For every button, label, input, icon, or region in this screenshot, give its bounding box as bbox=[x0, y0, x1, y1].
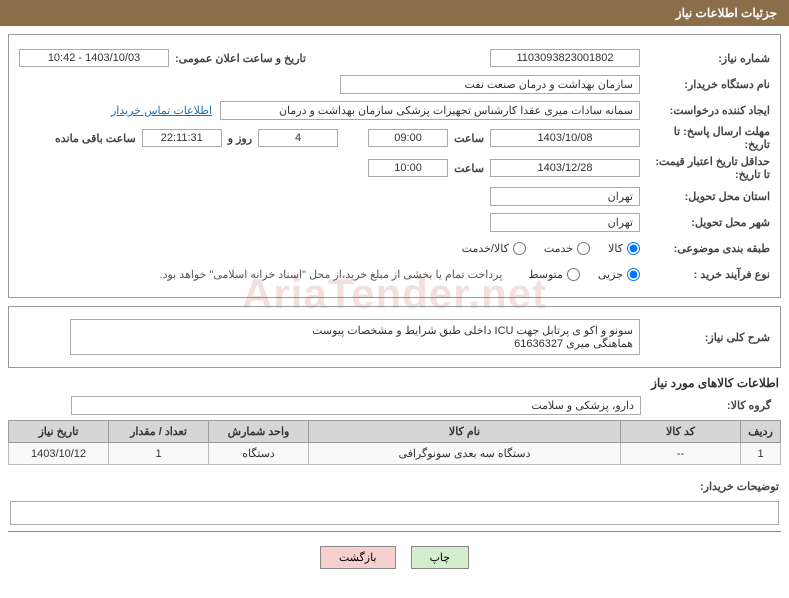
price-date-value: 1403/12/28 bbox=[490, 159, 640, 177]
buyer-org-value: سازمان بهداشت و درمان صنعت نفت bbox=[340, 75, 640, 94]
print-button[interactable]: چاپ bbox=[411, 546, 470, 569]
requester-value: سمانه سادات میری عقدا کارشناس تجهیزات پز… bbox=[220, 101, 640, 120]
announce-label: تاریخ و ساعت اعلان عمومی: bbox=[169, 52, 312, 65]
hour-label-1: ساعت bbox=[448, 132, 490, 145]
table-body: 1--دستگاه سه بعدی سونوگرافیدستگاه11403/1… bbox=[9, 443, 781, 465]
city-label: شهر محل تحویل: bbox=[640, 216, 770, 229]
radio-both[interactable]: کالا/خدمت bbox=[462, 242, 526, 255]
price-validity-label: حداقل تاریخ اعتبار قیمت: تا تاریخ: bbox=[640, 155, 770, 181]
table-header-cell: واحد شمارش bbox=[209, 421, 309, 443]
radio-service[interactable]: خدمت bbox=[544, 242, 590, 255]
buyer-org-label: نام دستگاه خریدار: bbox=[640, 78, 770, 91]
hour-label-2: ساعت bbox=[448, 162, 490, 175]
contact-link[interactable]: اطلاعات تماس خریدار bbox=[111, 104, 212, 117]
radio-service-input[interactable] bbox=[577, 242, 590, 255]
back-button[interactable]: بازگشت bbox=[320, 546, 396, 569]
radio-goods[interactable]: کالا bbox=[608, 242, 640, 255]
need-desc-label: شرح کلی نیاز: bbox=[640, 331, 770, 344]
need-desc-value: سونو و اکو ی پرتابل جهت ICU داخلی طبق شر… bbox=[70, 319, 640, 355]
category-radios: کالا خدمت کالا/خدمت bbox=[444, 242, 640, 255]
reply-hour-value: 09:00 bbox=[368, 129, 448, 147]
table-header-cell: کد کالا bbox=[621, 421, 741, 443]
goods-table: ردیفکد کالانام کالاواحد شمارشتعداد / مقد… bbox=[8, 420, 781, 465]
details-panel: شماره نیاز: 1103093823001802 تاریخ و ساع… bbox=[8, 34, 781, 298]
table-header-row: ردیفکد کالانام کالاواحد شمارشتعداد / مقد… bbox=[9, 421, 781, 443]
goods-group-label: گروه کالا: bbox=[641, 399, 771, 412]
radio-medium-input[interactable] bbox=[567, 268, 580, 281]
radio-partial[interactable]: جزیی bbox=[598, 268, 640, 281]
table-cell: دستگاه bbox=[209, 443, 309, 465]
button-row: چاپ بازگشت bbox=[0, 546, 789, 569]
need-desc-panel: شرح کلی نیاز: سونو و اکو ی پرتابل جهت IC… bbox=[8, 306, 781, 368]
need-no-value: 1103093823001802 bbox=[490, 49, 640, 67]
treasury-note: پرداخت تمام یا بخشی از مبلغ خرید،از محل … bbox=[160, 268, 503, 281]
table-header-cell: تاریخ نیاز bbox=[9, 421, 109, 443]
page-header: جزئیات اطلاعات نیاز bbox=[0, 0, 789, 26]
table-cell: 1403/10/12 bbox=[9, 443, 109, 465]
table-row: 1--دستگاه سه بعدی سونوگرافیدستگاه11403/1… bbox=[9, 443, 781, 465]
remaining-label: ساعت باقی مانده bbox=[49, 132, 142, 145]
days-and-label: روز و bbox=[222, 132, 258, 145]
days-left-value: 4 bbox=[258, 129, 338, 147]
table-header-cell: ردیف bbox=[741, 421, 781, 443]
goods-group-value: دارو، پزشکی و سلامت bbox=[71, 396, 641, 415]
goods-info-header: اطلاعات کالاهای مورد نیاز bbox=[10, 376, 779, 390]
reply-date-value: 1403/10/08 bbox=[490, 129, 640, 147]
table-header-cell: تعداد / مقدار bbox=[109, 421, 209, 443]
buyer-comments-label: توضیحات خریدار: bbox=[649, 480, 779, 493]
province-label: استان محل تحویل: bbox=[640, 190, 770, 203]
table-cell: 1 bbox=[109, 443, 209, 465]
table-cell: دستگاه سه بعدی سونوگرافی bbox=[309, 443, 621, 465]
buy-process-label: نوع فرآیند خرید : bbox=[640, 268, 770, 281]
category-label: طبقه بندی موضوعی: bbox=[640, 242, 770, 255]
requester-label: ایجاد کننده درخواست: bbox=[640, 104, 770, 117]
table-cell: -- bbox=[621, 443, 741, 465]
process-radios: جزیی متوسط bbox=[510, 268, 640, 281]
radio-both-input[interactable] bbox=[513, 242, 526, 255]
radio-goods-input[interactable] bbox=[627, 242, 640, 255]
city-value: تهران bbox=[490, 213, 640, 232]
radio-medium[interactable]: متوسط bbox=[528, 268, 580, 281]
announce-value: 1403/10/03 - 10:42 bbox=[19, 49, 169, 67]
radio-partial-input[interactable] bbox=[627, 268, 640, 281]
buyer-comments-box bbox=[10, 501, 779, 525]
time-left-value: 22:11:31 bbox=[142, 129, 222, 147]
reply-deadline-label: مهلت ارسال پاسخ: تا تاریخ: bbox=[640, 125, 770, 151]
price-hour-value: 10:00 bbox=[368, 159, 448, 177]
need-no-label: شماره نیاز: bbox=[640, 52, 770, 65]
province-value: تهران bbox=[490, 187, 640, 206]
table-header-cell: نام کالا bbox=[309, 421, 621, 443]
table-cell: 1 bbox=[741, 443, 781, 465]
